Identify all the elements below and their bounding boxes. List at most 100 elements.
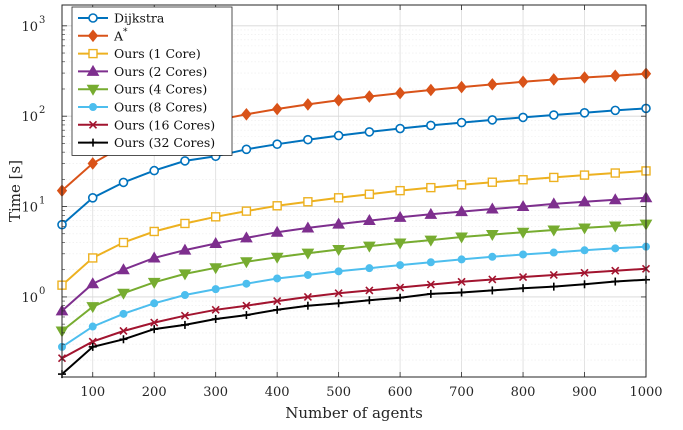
x-marker-stroke [242,301,251,310]
x-marker-stroke [88,120,98,129]
x-axis-label: Number of agents [285,404,423,422]
data-point [178,269,192,281]
x-marker-stroke [580,268,589,277]
data-point [457,288,466,297]
data-point [117,288,130,300]
data-point [209,237,223,249]
data-point [457,255,466,264]
data-point [579,108,590,118]
data-point [396,293,405,302]
data-point [455,232,468,244]
plot-frame [61,4,647,378]
legend-label: Ours (32 Cores) [114,135,215,150]
legend-item: Ours (1 Core) [78,46,201,61]
x-marker-stroke [273,296,282,306]
legend-label: Ours (16 Cores) [114,117,215,132]
data-point [180,320,189,329]
legend-item: Ours (4 Cores) [78,82,207,97]
data-point [178,243,192,255]
data-point [488,286,497,295]
series-7 [58,275,650,379]
data-point [365,286,374,295]
x-tick-label: 500 [326,385,351,400]
data-point [301,221,315,233]
data-point [394,86,406,100]
data-point [241,144,252,155]
data-point [424,207,438,219]
data-point [487,78,498,91]
data-point [395,185,405,196]
data-point [118,237,129,248]
series-line [61,107,647,226]
data-point [332,244,345,256]
y-tick-exponent: 0 [39,286,45,297]
x-marker-stroke [88,337,97,346]
data-point [549,172,559,183]
data-point [88,253,98,263]
x-marker-stroke [549,270,558,280]
legend-marker [88,13,98,23]
data-point [393,238,407,250]
y-tick-exponent: 3 [39,15,45,26]
data-point [578,195,591,207]
data-point [549,270,558,280]
legend-label: Dijkstra [114,11,165,26]
data-point [426,258,435,267]
data-point [150,299,159,308]
data-point [610,105,621,116]
data-point [273,305,282,314]
data-point [88,337,97,346]
legend-item: Dijkstra [78,11,165,26]
data-point [516,200,530,212]
data-point [580,246,589,255]
y-tick-label: 10 [21,20,38,35]
legend-marker [88,120,98,129]
data-point [393,210,407,222]
data-point [364,127,375,137]
data-point [303,270,312,279]
data-point [579,71,590,84]
x-tick-label: 400 [265,385,290,400]
data-point [209,263,223,275]
data-point [87,157,98,170]
data-point [119,326,128,336]
legend-marker [86,64,100,76]
data-point [240,231,253,243]
legend-marker [86,84,100,96]
x-tick-label: 900 [572,385,597,400]
data-point [455,205,468,217]
data-point [149,226,159,237]
y-tick-label: 10 [21,201,38,216]
data-point [426,289,435,298]
x-marker-stroke [457,277,466,286]
data-point [518,175,528,185]
data-point [303,134,313,145]
x-marker-stroke [180,311,190,320]
x-tick-label: 800 [511,385,536,400]
legend-label: Ours (4 Cores) [114,82,207,97]
data-point [608,193,622,205]
data-point [119,335,128,344]
data-point [149,165,160,176]
x-marker-stroke [150,318,159,327]
data-point [273,274,282,283]
x-tick-label: 700 [449,385,474,400]
data-point [611,266,620,275]
data-point [580,280,589,289]
series-0 [57,103,651,230]
data-point [334,267,343,276]
data-point [118,177,129,188]
y-tick-label: 10 [21,291,38,306]
x-marker-stroke [611,266,620,275]
y-tick-exponent: 1 [39,196,45,207]
data-point [302,98,314,111]
x-marker-stroke [488,275,497,284]
legend-marker [88,48,98,59]
series-line [61,278,647,375]
data-point [147,277,161,289]
series-line [61,196,647,312]
data-point [86,277,100,289]
data-point [270,225,284,237]
series-line [61,245,647,348]
